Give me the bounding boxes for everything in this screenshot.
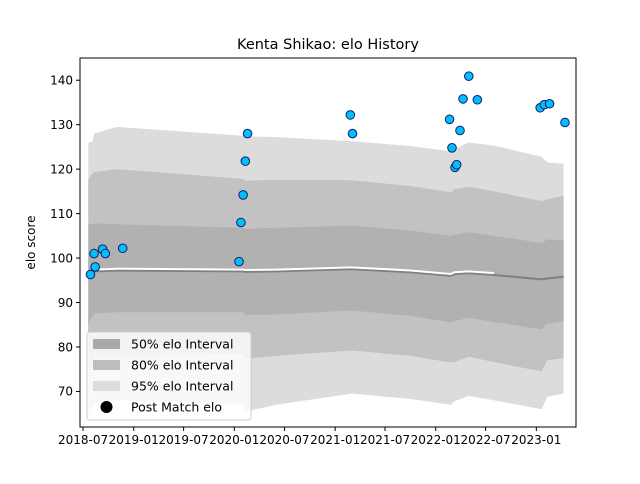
post-match-elo-point-2 — [90, 262, 100, 272]
x-tick-label-9: 2023-01 — [511, 433, 561, 447]
x-tick-label-2: 2019-07 — [159, 433, 209, 447]
legend-label-3: Post Match elo — [131, 400, 222, 415]
post-match-elo-point-19 — [464, 71, 474, 82]
post-match-elo-point-0 — [85, 269, 96, 280]
x-tick-label-6: 2021-07 — [360, 433, 410, 447]
x-tick-label-5: 2021-01 — [310, 433, 360, 447]
post-match-elo-point-9 — [240, 156, 251, 166]
legend-swatch-0 — [93, 339, 120, 349]
post-match-elo-point-7 — [236, 217, 246, 228]
legend-swatch-1 — [93, 360, 120, 370]
x-tick-label-8: 2022-07 — [461, 433, 511, 447]
mean-elo-line — [87, 268, 564, 281]
legend-swatch-2 — [93, 381, 120, 391]
post-match-elo-point-11 — [345, 110, 356, 120]
y-tick-label-3: 100 — [50, 251, 73, 265]
legend-label-2: 95% elo Interval — [131, 379, 233, 394]
post-match-elo-point-1 — [89, 248, 99, 259]
post-match-elo-point-13 — [444, 114, 455, 125]
chart-title: Kenta Shikao: elo History — [237, 37, 419, 53]
band-50-interval — [88, 223, 564, 330]
post-match-elo-point-17 — [455, 125, 465, 136]
y-tick-label-4: 110 — [50, 207, 73, 221]
legend-box — [86, 331, 252, 421]
post-match-elo-point-12 — [347, 128, 358, 139]
y-tick-label-5: 120 — [50, 162, 73, 176]
x-tick-label-0: 2018-07 — [58, 433, 108, 447]
y-tick-label-1: 80 — [58, 340, 73, 354]
post-match-elo-point-4 — [100, 248, 111, 259]
post-match-elo-point-10 — [242, 128, 253, 139]
y-tick-label-6: 130 — [50, 118, 73, 132]
x-tick-label-4: 2020-07 — [259, 433, 309, 447]
legend-label-1: 80% elo Interval — [131, 358, 233, 373]
post-match-elo-point-16 — [451, 159, 462, 170]
post-match-elo-point-6 — [234, 256, 244, 267]
x-tick-label-3: 2020-01 — [209, 433, 259, 447]
y-tick-label-7: 140 — [50, 74, 73, 88]
y-tick-label-2: 90 — [58, 296, 73, 310]
legend-marker-3 — [100, 401, 113, 413]
y-axis: 70 80 90 100 110 120 130 140 — [50, 74, 80, 399]
legend: 50% elo Interval 80% elo Interval 95% elo … — [86, 331, 252, 421]
plot-frame — [79, 57, 577, 428]
post-match-elo-point-18 — [458, 94, 468, 104]
y-tick-label-0: 70 — [58, 385, 73, 399]
legend-label-0: 50% elo Interval — [131, 337, 233, 352]
y-axis-label: elo score — [24, 215, 38, 269]
x-tick-label-1: 2019-01 — [109, 433, 159, 447]
post-match-elo-point-20 — [472, 94, 483, 105]
post-match-elo-point-24 — [560, 117, 570, 128]
post-match-elo-point-8 — [238, 190, 248, 200]
x-tick-label-7: 2022-01 — [411, 433, 461, 447]
post-match-elo-point-14 — [447, 143, 457, 153]
x-axis: 2018-07 2019-01 2019-07 2020-01 2020-07 2021-… — [58, 427, 561, 447]
post-match-elo-point-5 — [117, 243, 128, 254]
post-match-elo-point-23 — [544, 98, 555, 109]
